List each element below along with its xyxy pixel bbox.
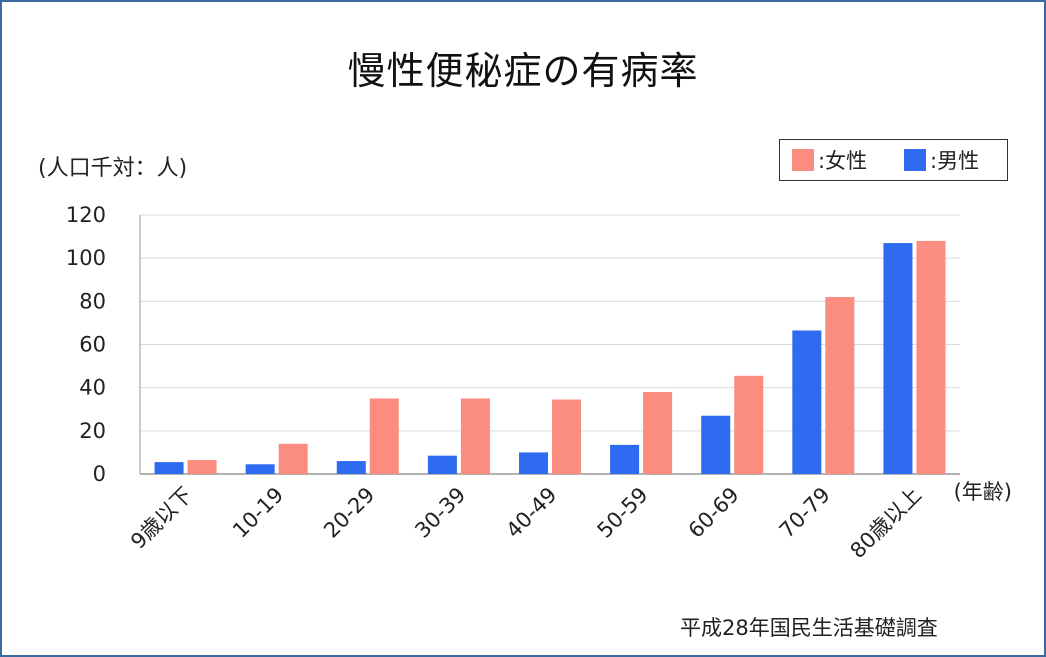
x-category-label: 50-59 — [593, 483, 653, 543]
y-tick-label: 80 — [79, 289, 106, 313]
bar-male — [336, 461, 366, 474]
y-tick-label: 60 — [79, 333, 106, 357]
bar-male — [610, 444, 640, 474]
x-category-label: 10-19 — [228, 483, 288, 543]
bar-female — [825, 297, 855, 474]
bar-male — [154, 462, 184, 474]
y-tick-label: 120 — [66, 203, 106, 227]
legend-item-male: :男性 — [904, 140, 979, 180]
bar-female — [187, 459, 217, 474]
legend-label-female: :女性 — [818, 149, 868, 173]
legend-item-female: :女性 — [792, 140, 867, 180]
bar-male — [883, 243, 913, 474]
bar-male — [701, 415, 731, 474]
bar-male — [245, 464, 275, 474]
bar-female — [916, 240, 946, 474]
y-tick-label: 0 — [93, 462, 106, 486]
bar-male — [792, 330, 822, 474]
bar-female — [278, 443, 308, 474]
legend-swatch-female — [792, 149, 814, 171]
bar-male — [427, 455, 457, 474]
bar-female — [460, 398, 490, 474]
bar-male — [519, 452, 548, 474]
bar-female — [734, 375, 764, 474]
bar-female — [552, 399, 581, 474]
y-axis-unit-label: (人口千対：人) — [38, 156, 188, 181]
x-category-label: 20-29 — [319, 483, 379, 543]
x-category-label: 80歳以上 — [846, 483, 926, 563]
source-note: 平成28年国民生活基礎調査 — [680, 616, 938, 640]
legend: :女性 :男性 — [779, 139, 1008, 181]
y-tick-label: 40 — [79, 376, 106, 400]
legend-swatch-male — [904, 149, 926, 171]
bar-female — [643, 391, 673, 474]
x-category-label: 30-39 — [410, 483, 470, 543]
y-tick-label: 100 — [66, 246, 106, 270]
y-tick-label: 20 — [79, 419, 106, 443]
x-axis-unit-label: (年齢) — [954, 480, 1012, 504]
x-category-label: 40-49 — [501, 483, 561, 543]
legend-label-male: :男性 — [930, 149, 980, 173]
bar-female — [369, 398, 399, 474]
chart-title: 慢性便秘症の有病率 — [347, 49, 699, 93]
x-category-label: 9歳以下 — [126, 483, 197, 554]
x-category-label: 60-69 — [684, 483, 744, 543]
x-category-label: 70-79 — [775, 483, 835, 543]
